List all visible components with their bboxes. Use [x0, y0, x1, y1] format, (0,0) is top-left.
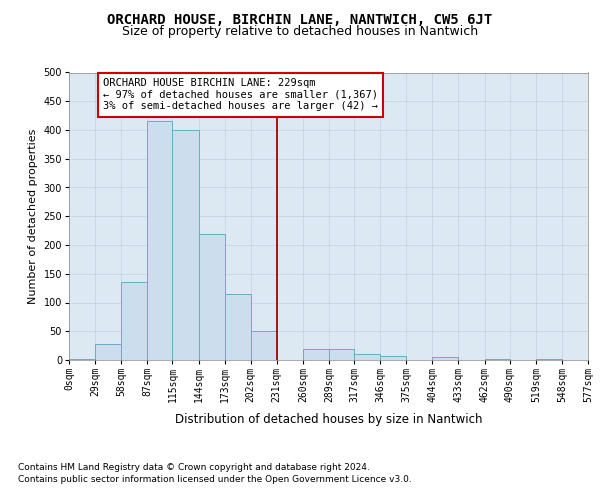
Bar — [303, 348, 329, 360]
Text: ORCHARD HOUSE, BIRCHIN LANE, NANTWICH, CW5 6JT: ORCHARD HOUSE, BIRCHIN LANE, NANTWICH, C… — [107, 12, 493, 26]
Y-axis label: Number of detached properties: Number of detached properties — [28, 128, 38, 304]
Text: Distribution of detached houses by size in Nantwich: Distribution of detached houses by size … — [175, 412, 482, 426]
Bar — [199, 234, 224, 360]
Bar — [69, 359, 95, 360]
Text: Size of property relative to detached houses in Nantwich: Size of property relative to detached ho… — [122, 25, 478, 38]
Bar — [121, 282, 147, 360]
Bar — [224, 294, 251, 360]
Text: Contains HM Land Registry data © Crown copyright and database right 2024.: Contains HM Land Registry data © Crown c… — [18, 462, 370, 471]
Bar — [251, 331, 277, 360]
Bar — [536, 359, 562, 360]
Bar — [172, 130, 199, 360]
Bar — [354, 354, 380, 360]
Text: ORCHARD HOUSE BIRCHIN LANE: 229sqm
← 97% of detached houses are smaller (1,367)
: ORCHARD HOUSE BIRCHIN LANE: 229sqm ← 97%… — [103, 78, 378, 112]
Bar — [329, 348, 354, 360]
Bar — [433, 357, 458, 360]
Bar — [380, 356, 406, 360]
Bar — [147, 122, 172, 360]
Bar — [485, 359, 510, 360]
Bar — [95, 344, 121, 360]
Text: Contains public sector information licensed under the Open Government Licence v3: Contains public sector information licen… — [18, 475, 412, 484]
